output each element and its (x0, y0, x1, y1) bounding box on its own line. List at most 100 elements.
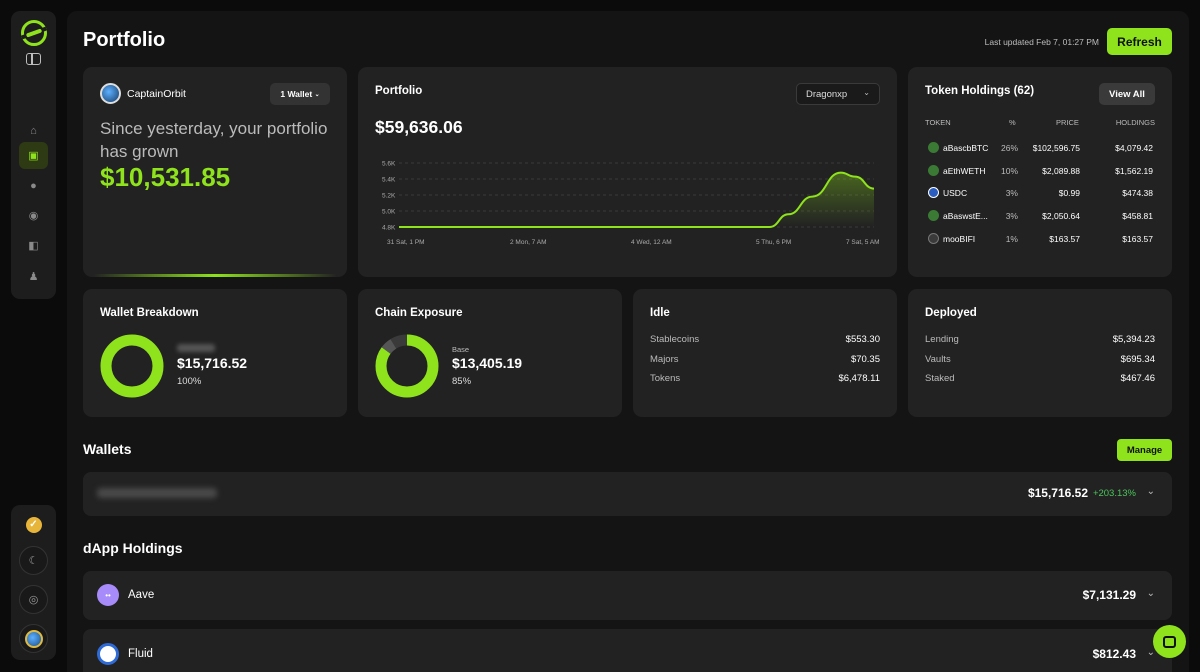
x-tick-label: 31 Sat, 1 PM (387, 239, 425, 246)
token-price: $2,089.88 (1042, 165, 1080, 176)
coin-icon[interactable]: ◉ (28, 210, 39, 222)
deployed-title: Deployed (925, 307, 977, 319)
wallet-breakdown-title: Wallet Breakdown (100, 307, 199, 319)
deployed-value: $695.34 (1120, 354, 1155, 365)
growth-card: CaptainOrbit 1 Wallet ⌄ Since yesterday,… (83, 67, 347, 277)
col-pct: % (1009, 118, 1016, 127)
token-holdings-title: Token Holdings (62) (925, 85, 1035, 97)
x-tick-label: 4 Wed, 12 AM (631, 239, 672, 246)
y-tick-label: 4.8K (382, 225, 396, 232)
wallet-change: +203.13% (1092, 488, 1136, 499)
idle-value: $70.35 (850, 354, 880, 365)
token-price: $2,050.64 (1042, 211, 1080, 222)
idle-value: $6,478.11 (838, 373, 880, 384)
idle-title: Idle (650, 307, 670, 319)
dapp-row-aave[interactable]: •• Aave $7,131.29 ⌄ (83, 571, 1172, 620)
token-name: aBascbBTC (943, 143, 989, 153)
col-token: TOKEN (925, 118, 951, 127)
dapp-amount: $812.43 (1092, 647, 1136, 661)
token-pct: 26% (1000, 143, 1018, 153)
view-all-button[interactable]: View All (1099, 83, 1155, 105)
portfolio-selector-label: Dragonxp (806, 88, 848, 100)
deployed-label: Lending (925, 334, 959, 345)
wallet-breakdown-value: $15,716.52 (177, 355, 248, 371)
deployed-label: Staked (925, 373, 955, 384)
chevron-down-icon: ⌄ (314, 91, 320, 98)
wallet-row[interactable]: $15,716.52 +203.13% ⌄ (83, 472, 1172, 516)
portfolio-selector[interactable]: Dragonxp ⌄ (796, 83, 880, 105)
aweth-icon (928, 164, 939, 176)
portfolio-icon[interactable]: ▣ (19, 142, 48, 169)
dapp-row-fluid[interactable]: Fluid $812.43 ⌄ (83, 629, 1172, 672)
token-name: USDC (943, 188, 968, 199)
manage-button[interactable]: Manage (1117, 439, 1172, 461)
token-price: $163.57 (1049, 233, 1080, 244)
dapp-amount: $7,131.29 (1082, 588, 1136, 602)
token-row[interactable]: aBascbBTC 26% $102,596.75 $4,079.42 (908, 140, 1172, 158)
glow-line (93, 274, 337, 277)
growth-amount: $10,531.85 (100, 162, 231, 192)
awsteth-icon (928, 210, 939, 222)
token-row[interactable]: USDC 3% $0.99 $474.38 (908, 185, 1172, 203)
idle-card: Idle Stablecoins $553.30 Majors $70.35 Tok… (633, 289, 897, 417)
token-holdings: $474.38 (1122, 188, 1153, 199)
chat-button[interactable] (1153, 625, 1186, 658)
portfolio-chart-title: Portfolio (375, 85, 423, 97)
moon-icon[interactable]: ☾ (19, 546, 48, 575)
y-tick-label: 5.6K (382, 161, 396, 168)
wallet-selector-label: 1 Wallet (280, 89, 313, 99)
chevron-down-icon[interactable]: ⌄ (1146, 486, 1155, 497)
drop-icon[interactable]: ● (30, 179, 37, 192)
refresh-button[interactable]: Refresh (1107, 28, 1172, 55)
idle-label: Tokens (650, 373, 681, 384)
eye-icon[interactable]: ◎ (19, 585, 48, 614)
usdc-icon (928, 187, 939, 199)
token-pct: 3% (1005, 211, 1018, 222)
wallet-breakdown-card: Wallet Breakdown $15,716.52 100% (83, 289, 347, 417)
portfolio-value: $59,636.06 (375, 117, 463, 137)
token-pct: 10% (1000, 165, 1018, 176)
token-holdings: $1,562.19 (1115, 165, 1153, 176)
wallet-icon[interactable]: ◧ (28, 240, 39, 252)
sidebar: ⌂ ▣ ● ◉ ◧ ♟ (11, 11, 56, 299)
dapp-name: Aave (128, 589, 155, 601)
last-updated: Last updated Feb 7, 01:27 PM (984, 37, 1099, 47)
deployed-label: Vaults (925, 354, 951, 365)
username: CaptainOrbit (127, 88, 186, 100)
chain-exposure-title: Chain Exposure (375, 307, 463, 319)
avatar[interactable] (19, 624, 48, 653)
deployed-row: Lending $5,394.23 (925, 334, 1155, 348)
wallet-name-blurred (177, 344, 215, 352)
token-price: $0.99 (1058, 188, 1080, 199)
token-row[interactable]: mooBIFI 1% $163.57 $163.57 (908, 231, 1172, 249)
chevron-down-icon[interactable]: ⌄ (1146, 647, 1155, 658)
chevron-down-icon: ⌄ (863, 88, 870, 97)
portfolio-chart: 5.6K 5.4K 5.2K 5.0K 4.8K 31 Sat, 1 PM 2 Mon, 7… (382, 161, 880, 247)
token-price: $102,596.75 (1032, 143, 1080, 153)
home-icon[interactable]: ⌂ (30, 124, 37, 137)
logo-icon[interactable] (21, 20, 47, 46)
chain-exposure-card: Chain Exposure Base $13,405.19 85% (358, 289, 622, 417)
col-holdings: HOLDINGS (1115, 118, 1155, 127)
fluid-icon (97, 643, 119, 665)
idle-row: Majors $70.35 (650, 354, 880, 368)
token-row[interactable]: aBaswstE... 3% $2,050.64 $458.81 (908, 208, 1172, 226)
moo-icon (928, 232, 939, 244)
main-panel: Portfolio Last updated Feb 7, 01:27 PM R… (67, 11, 1189, 672)
sidebar-toggle-icon[interactable] (26, 53, 41, 65)
token-holdings: $458.81 (1122, 211, 1153, 222)
chevron-down-icon[interactable]: ⌄ (1146, 588, 1155, 599)
portfolio-chart-card: Portfolio Dragonxp ⌄ $59,636.06 5.6K 5.4K 5… (358, 67, 897, 277)
donut-segment (375, 334, 439, 398)
user-icon[interactable]: ♟ (28, 271, 39, 283)
wallet-selector[interactable]: 1 Wallet ⌄ (270, 83, 330, 105)
deployed-row: Vaults $695.34 (925, 354, 1155, 368)
token-holdings: $163.57 (1122, 233, 1153, 244)
token-name: aEthWETH (943, 165, 986, 176)
chain-exposure-pct: 85% (452, 376, 472, 387)
token-pct: 1% (1005, 233, 1018, 244)
token-row[interactable]: aEthWETH 10% $2,089.88 $1,562.19 (908, 163, 1172, 181)
verified-badge-icon[interactable]: ✓ (19, 510, 48, 539)
y-tick-label: 5.4K (382, 177, 396, 184)
chart-line (399, 171, 875, 229)
